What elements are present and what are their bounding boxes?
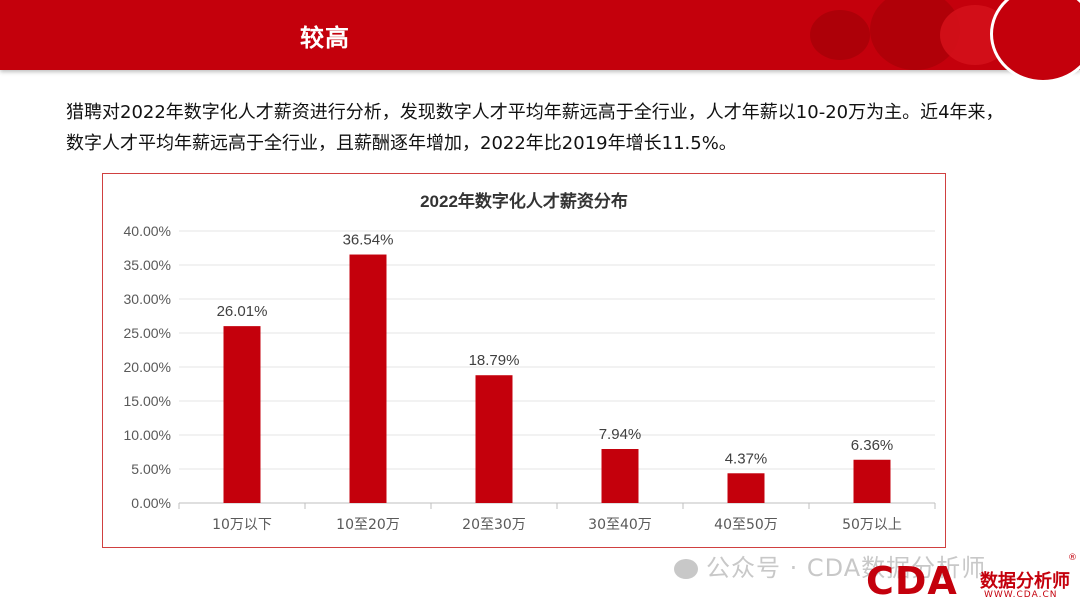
x-tick-label: 50万以上	[842, 517, 902, 533]
x-tick-label: 10万以下	[212, 517, 272, 533]
cda-logo-name: 数据分析师	[980, 571, 1070, 592]
header-decoration	[790, 0, 1080, 82]
bar	[223, 326, 261, 503]
chart-svg: 2022年数字化人才薪资分布 0.00% 5.00% 10.00% 15.00% 20.…	[124, 191, 936, 533]
y-tick-label: 35.00%	[124, 257, 171, 273]
y-tick-label: 15.00%	[124, 393, 171, 409]
intro-paragraph: 猎聘对2022年数字化人才薪资进行分析，发现数字人才平均年薪远高于全行业，人才年…	[66, 102, 1004, 154]
registered-mark: ®	[1068, 553, 1077, 563]
cda-logo-url: WWW.CDA.CN	[984, 590, 1058, 600]
y-tick-label: 10.00%	[124, 427, 171, 443]
bar	[349, 254, 387, 503]
data-label: 26.01%	[217, 303, 268, 320]
y-tick-label: 5.00%	[131, 461, 171, 477]
data-label: 7.94%	[599, 426, 642, 443]
x-tick-label: 10至20万	[336, 517, 400, 533]
y-tick-label: 40.00%	[124, 223, 171, 239]
data-label: 36.54%	[343, 232, 394, 249]
x-tick-label: 30至40万	[588, 517, 652, 533]
bar	[853, 459, 891, 503]
data-label: 18.79%	[469, 352, 520, 369]
salary-distribution-chart: 2022年数字化人才薪资分布 0.00% 5.00% 10.00% 15.00% 20.…	[102, 173, 946, 548]
bar	[475, 375, 513, 503]
page-title: 较高	[300, 24, 350, 52]
bar	[601, 449, 639, 503]
watermark: 公众号 · CDA数据分析师	[674, 548, 986, 583]
y-tick-label: 25.00%	[124, 325, 171, 341]
cda-logo-mark: CDA	[866, 559, 958, 603]
y-tick-label: 20.00%	[124, 359, 171, 375]
y-tick-label: 0.00%	[131, 495, 171, 511]
chart-title: 2022年数字化人才薪资分布	[420, 191, 628, 211]
data-label: 6.36%	[851, 437, 894, 454]
x-tick-label: 40至50万	[714, 517, 778, 533]
y-tick-label: 30.00%	[124, 291, 171, 307]
watermark-text: 公众号 · CDA数据分析师	[706, 554, 987, 582]
x-tick-label: 20至30万	[462, 517, 526, 533]
bar	[727, 473, 765, 503]
wechat-icon	[674, 559, 698, 579]
data-label: 4.37%	[725, 450, 768, 467]
header-bar: 较高	[0, 0, 1080, 82]
